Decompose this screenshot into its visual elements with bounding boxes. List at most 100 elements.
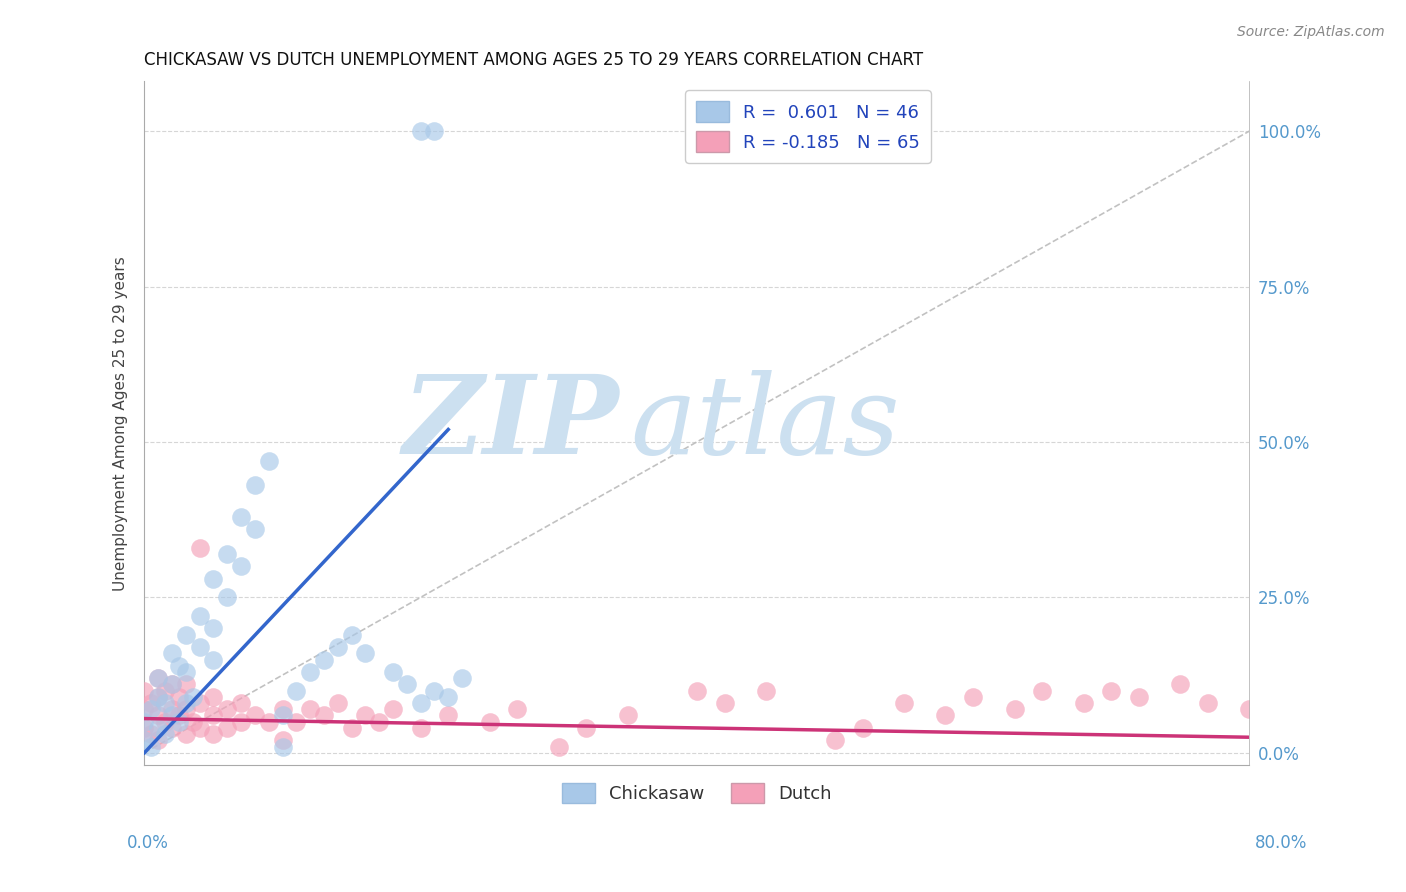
Point (686, 683, 709, 698)
Point (299, 665, 322, 679)
Point (326, 640, 349, 654)
Point (354, 646, 377, 660)
Point (271, 739, 294, 754)
Point (409, 721, 432, 735)
Point (451, 671, 474, 685)
Point (243, 708, 266, 723)
Point (271, 733, 294, 747)
Point (174, 627, 197, 641)
Point (423, 124, 446, 138)
Point (257, 453, 280, 467)
Point (1004, 702, 1026, 716)
Point (153, 714, 176, 729)
Point (395, 677, 418, 691)
Point (148, 708, 170, 723)
Point (174, 696, 197, 710)
Point (437, 690, 460, 704)
Point (1128, 690, 1150, 704)
Point (174, 677, 197, 691)
Point (437, 708, 460, 723)
Point (285, 683, 308, 698)
Point (160, 702, 183, 716)
Point (409, 696, 432, 710)
Point (217, 702, 239, 716)
Point (755, 683, 778, 698)
Point (229, 559, 252, 574)
Text: CHICKASAW VS DUTCH UNEMPLOYMENT AMONG AGES 25 TO 29 YEARS CORRELATION CHART: CHICKASAW VS DUTCH UNEMPLOYMENT AMONG AG… (145, 51, 924, 69)
Point (141, 727, 163, 741)
Point (148, 671, 170, 685)
Point (824, 733, 846, 747)
Point (1031, 683, 1053, 698)
Point (153, 727, 176, 741)
Point (340, 627, 363, 641)
Legend: Chickasaw, Dutch: Chickasaw, Dutch (551, 772, 842, 814)
Point (1073, 696, 1095, 710)
Point (160, 677, 183, 691)
Point (160, 708, 183, 723)
Point (478, 714, 501, 729)
Point (174, 665, 197, 679)
Point (134, 683, 156, 698)
Point (134, 721, 156, 735)
Point (188, 696, 211, 710)
Point (285, 714, 308, 729)
Point (299, 702, 322, 716)
Text: atlas: atlas (630, 369, 900, 477)
Point (575, 721, 598, 735)
Point (188, 609, 211, 624)
Y-axis label: Unemployment Among Ages 25 to 29 years: Unemployment Among Ages 25 to 29 years (114, 256, 128, 591)
Point (148, 690, 170, 704)
Text: 80.0%: 80.0% (1256, 834, 1308, 852)
Point (217, 591, 239, 605)
Point (312, 708, 335, 723)
Point (188, 721, 211, 735)
Point (167, 714, 190, 729)
Point (547, 739, 569, 754)
Point (382, 665, 405, 679)
Point (174, 702, 197, 716)
Point (229, 509, 252, 524)
Point (229, 696, 252, 710)
Point (134, 714, 156, 729)
Point (181, 690, 204, 704)
Point (202, 622, 225, 636)
Point (174, 727, 197, 741)
Point (340, 721, 363, 735)
Point (354, 708, 377, 723)
Point (148, 690, 170, 704)
Point (243, 522, 266, 536)
Point (326, 696, 349, 710)
Point (506, 702, 529, 716)
Point (1197, 696, 1219, 710)
Point (148, 721, 170, 735)
Point (167, 658, 190, 673)
Point (202, 708, 225, 723)
Point (153, 696, 176, 710)
Point (217, 721, 239, 735)
Point (160, 677, 183, 691)
Point (188, 541, 211, 555)
Point (134, 733, 156, 747)
Point (368, 714, 391, 729)
Text: ZIP: ZIP (404, 369, 620, 477)
Point (148, 671, 170, 685)
Point (217, 547, 239, 561)
Point (962, 690, 984, 704)
Point (148, 733, 170, 747)
Point (141, 739, 163, 754)
Point (229, 714, 252, 729)
Point (167, 708, 190, 723)
Point (934, 708, 956, 723)
Point (141, 702, 163, 716)
Point (141, 696, 163, 710)
Point (188, 640, 211, 654)
Text: Source: ZipAtlas.com: Source: ZipAtlas.com (1237, 25, 1385, 39)
Point (382, 702, 405, 716)
Point (160, 646, 183, 660)
Point (271, 702, 294, 716)
Point (1168, 677, 1191, 691)
Point (423, 683, 446, 698)
Point (160, 721, 183, 735)
Point (257, 714, 280, 729)
